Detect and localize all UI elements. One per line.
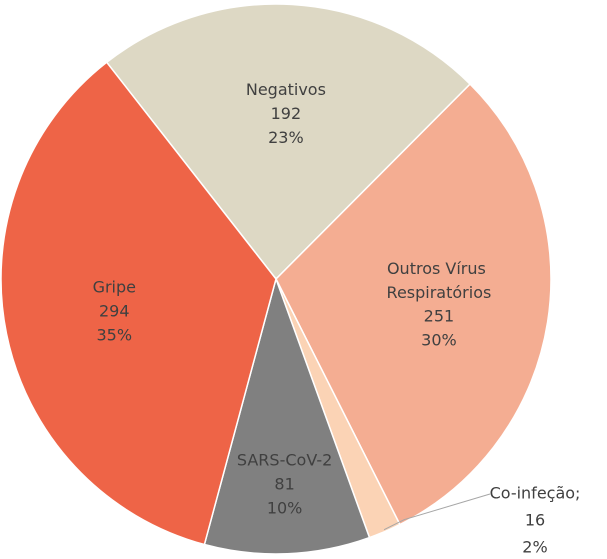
percent-label: 23% — [268, 128, 304, 147]
leader-line — [383, 493, 491, 531]
percent-label: 35% — [97, 325, 133, 344]
value-label: 81 — [274, 475, 294, 494]
slice-label: Co-infeção; — [490, 484, 581, 503]
percent-label: 10% — [267, 499, 303, 518]
slice-label: Negativos — [246, 80, 326, 99]
slice-label: Gripe — [93, 277, 136, 296]
value-label: 294 — [99, 301, 130, 320]
value-label: 251 — [424, 306, 455, 325]
percent-label: 2% — [522, 538, 547, 557]
slice — [0, 61, 277, 546]
value-label: 192 — [271, 104, 302, 123]
slice — [105, 3, 472, 281]
value-label: 16 — [525, 511, 545, 530]
slice — [203, 276, 371, 555]
slice-label: SARS-CoV-2 — [237, 451, 332, 470]
slice-label: Outros Vírus Respiratórios — [387, 258, 492, 301]
percent-label: 30% — [421, 330, 457, 349]
